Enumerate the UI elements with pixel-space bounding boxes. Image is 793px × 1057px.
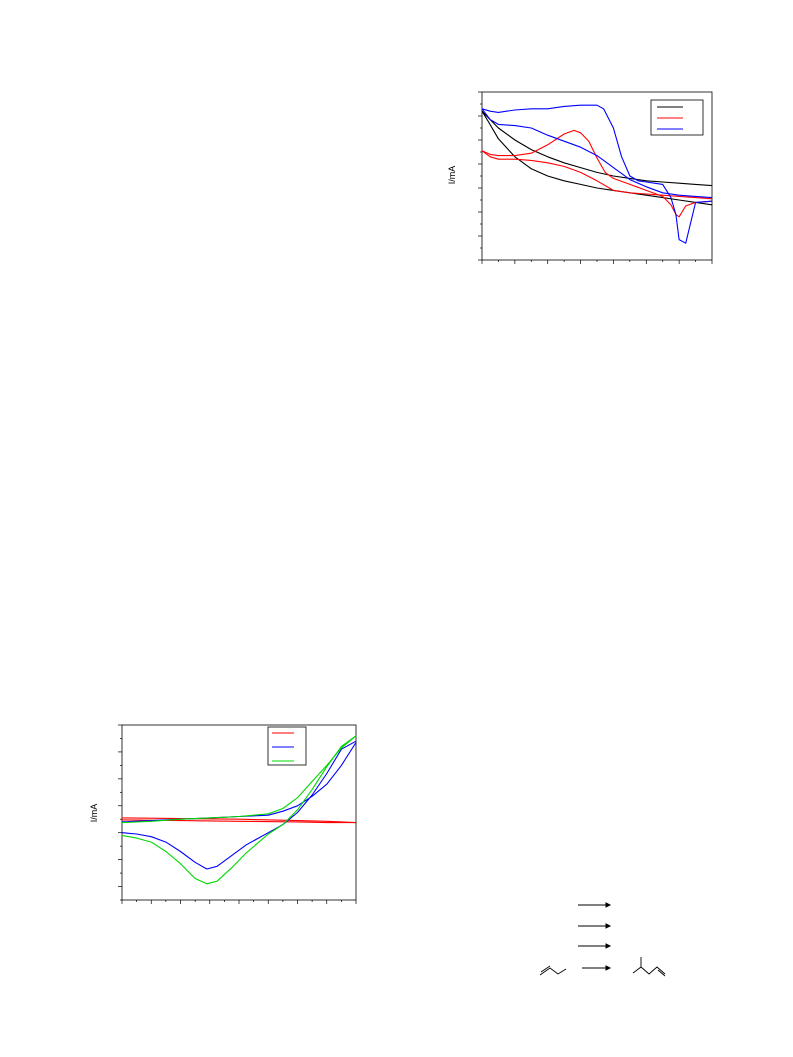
series-line-4 [121,735,357,885]
reaction-arrow [578,923,612,929]
y-axis-label: I/mA [447,165,457,185]
reaction-arrow [578,943,612,949]
series-line-5 [121,735,357,824]
methylpentene-structure [632,957,666,977]
cv-chart-bottom [118,724,357,904]
series-line-2 [121,740,357,870]
series-line-1 [121,819,356,824]
cv-chart-top [478,91,713,264]
series-line-1 [481,110,713,187]
plot-frame [121,724,357,901]
reaction-arrow [578,902,612,908]
reaction-scheme [539,902,666,977]
reaction-arrow [582,965,612,971]
propene-structure [539,965,567,976]
series-line-5 [481,108,713,199]
series-line-4 [481,104,713,244]
series-line-3 [481,150,713,200]
y-axis-label: I/mA [89,803,99,823]
series-line-0 [121,817,357,824]
series-line-2 [481,129,713,218]
